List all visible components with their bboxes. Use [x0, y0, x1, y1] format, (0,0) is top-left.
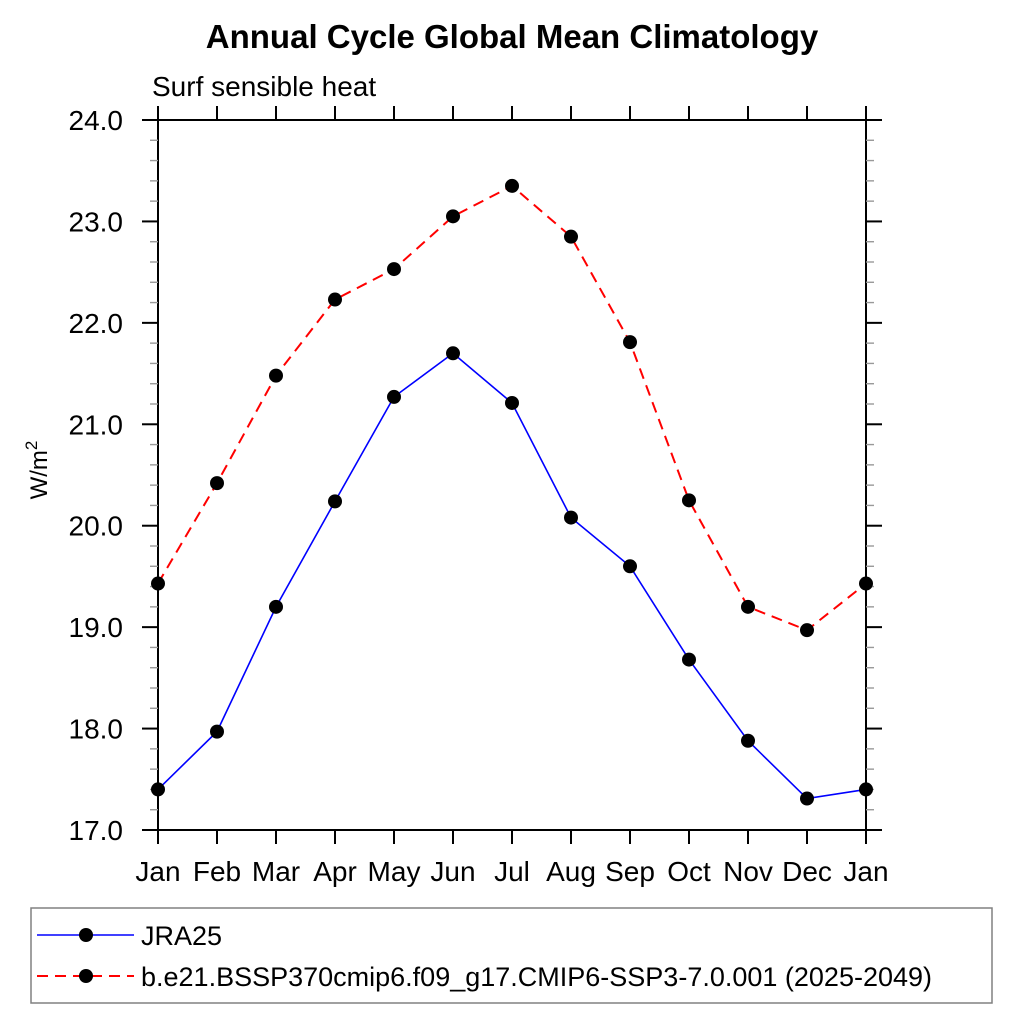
data-point-marker-series-1 [682, 493, 696, 508]
legend-label-jra25: JRA25 [141, 921, 222, 951]
y-axis-unit-base: W/m [26, 450, 53, 499]
data-point-marker-series-1 [859, 576, 873, 591]
data-point-marker-series-1 [328, 292, 342, 307]
data-point-marker-series-0 [151, 782, 165, 797]
legend-box [30, 907, 993, 1004]
y-tick-label: 20.0 [69, 511, 124, 542]
data-point-marker-series-0 [859, 782, 873, 797]
x-tick-label: Feb [193, 856, 241, 887]
data-point-marker-series-0 [564, 510, 578, 525]
data-point-marker-series-0 [269, 599, 283, 614]
y-tick-label: 24.0 [69, 105, 124, 136]
legend-marker-dot-icon [79, 969, 93, 983]
x-tick-label: Oct [667, 856, 711, 887]
data-point-marker-series-0 [505, 395, 519, 410]
legend-label-model: b.e21.BSSP370cmip6.f09_g17.CMIP6-SSP3-7.… [141, 962, 932, 992]
data-point-marker-series-1 [446, 209, 460, 224]
data-point-marker-series-1 [800, 623, 814, 638]
data-point-marker-series-1 [623, 335, 637, 350]
data-point-marker-series-1 [269, 368, 283, 383]
x-tick-label: Mar [252, 856, 300, 887]
plot-area: 17.0 18.0 19.0 20.0 21.0 22.0 23.0 24.0 Jan Feb Ma… [69, 105, 889, 887]
data-point-marker-series-0 [741, 733, 755, 748]
legend-item-model: b.e21.BSSP370cmip6.f09_g17.CMIP6-SSP3-7.… [37, 962, 932, 992]
data-point-marker-series-0 [682, 652, 696, 667]
x-tick-label: May [368, 856, 421, 887]
plot-frame [157, 119, 867, 831]
y-tick-label: 19.0 [69, 612, 124, 643]
data-point-marker-series-0 [387, 389, 401, 404]
x-tick-label: Dec [782, 856, 832, 887]
y-tick-label: 17.0 [69, 815, 124, 846]
x-tick-label: Jan [135, 856, 180, 887]
data-point-marker-series-1 [387, 262, 401, 277]
legend-marker-dot-icon [79, 928, 93, 942]
data-point-marker-series-0 [446, 346, 460, 361]
legend-item-jra25: JRA25 [37, 921, 222, 951]
data-point-marker-series-0 [623, 559, 637, 574]
data-point-marker-series-0 [210, 724, 224, 739]
y-tick-label: 23.0 [69, 206, 124, 237]
data-point-marker-series-0 [328, 494, 342, 509]
data-point-marker-series-1 [210, 476, 224, 491]
legend: JRA25 b.e21.BSSP370cmip6.f09_g17.CMIP6-S… [30, 907, 993, 1004]
y-axis-unit-exponent: 2 [22, 441, 41, 450]
x-tick-label: Apr [313, 856, 357, 887]
data-point-marker-series-1 [741, 599, 755, 614]
x-tick-label: Aug [546, 856, 596, 887]
x-tick-label: Sep [605, 856, 655, 887]
x-tick-label: Jun [430, 856, 475, 887]
chart-title: Annual Cycle Global Mean Climatology [206, 18, 819, 55]
x-tick-label: Jul [494, 856, 530, 887]
data-point-marker-series-1 [505, 178, 519, 193]
y-tick-label: 18.0 [69, 714, 124, 745]
y-tick-label: 22.0 [69, 308, 124, 339]
data-point-marker-series-1 [564, 229, 578, 244]
y-tick-label: 21.0 [69, 409, 124, 440]
data-point-marker-series-1 [151, 576, 165, 591]
series-line-0 [157, 352, 867, 800]
data-point-marker-series-0 [800, 791, 814, 806]
x-tick-label: Jan [843, 856, 888, 887]
x-tick-label: Nov [723, 856, 773, 887]
chart-subtitle: Surf sensible heat [152, 71, 376, 102]
y-axis-unit-label: W/m2 [22, 441, 53, 500]
